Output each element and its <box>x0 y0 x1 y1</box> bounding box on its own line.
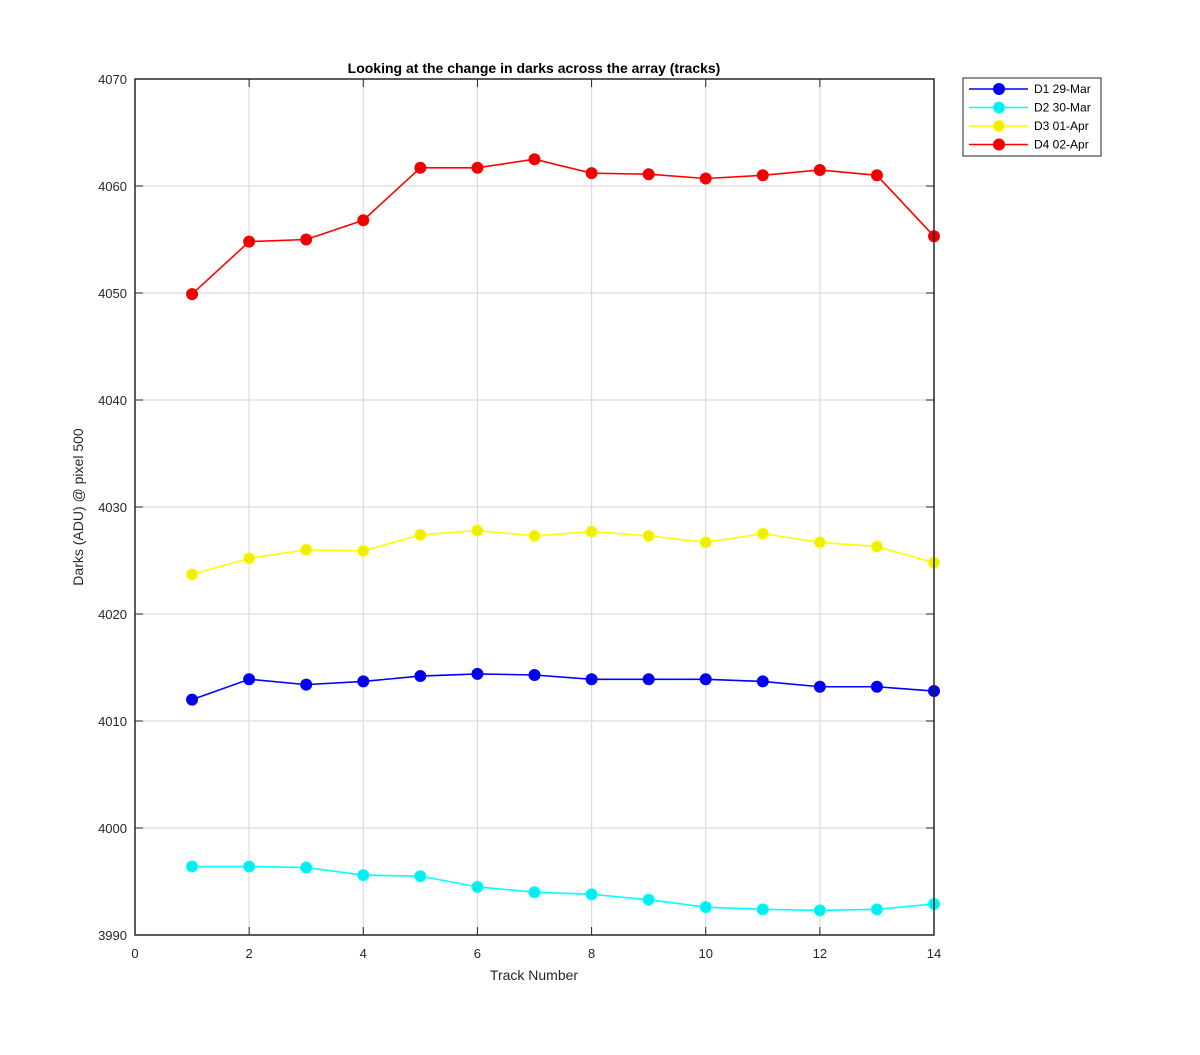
x-tick-label: 0 <box>131 946 138 961</box>
data-point <box>414 528 427 541</box>
data-point <box>528 529 541 542</box>
data-point <box>528 153 541 166</box>
data-point <box>870 169 883 182</box>
data-point <box>642 168 655 181</box>
data-point <box>528 668 541 681</box>
data-point <box>870 540 883 553</box>
y-axis-label: Darks (ADU) @ pixel 500 <box>70 428 86 586</box>
data-point <box>528 886 541 899</box>
data-point <box>357 675 370 688</box>
legend-marker-3 <box>993 120 1005 132</box>
data-point <box>300 543 313 556</box>
data-point <box>756 527 769 540</box>
data-point <box>756 169 769 182</box>
data-point <box>414 670 427 683</box>
y-tick-label: 3990 <box>98 928 127 943</box>
x-tick-label: 10 <box>698 946 712 961</box>
y-tick-label: 4000 <box>98 821 127 836</box>
chart-title: Looking at the change in darks across th… <box>348 60 721 76</box>
data-point <box>642 673 655 686</box>
data-point <box>813 680 826 693</box>
legend-marker-2 <box>993 101 1005 114</box>
y-tick-label: 4010 <box>98 714 127 729</box>
series-line-1 <box>191 673 935 701</box>
data-point <box>186 860 199 873</box>
data-point <box>243 235 256 248</box>
legend-box <box>962 77 1102 157</box>
data-point <box>243 552 256 565</box>
x-tick-label: 2 <box>246 946 253 961</box>
legend-label-1: D1 29-Mar <box>1034 82 1091 96</box>
data-point <box>585 888 598 901</box>
data-point <box>186 568 199 581</box>
data-point <box>585 673 598 686</box>
series-line-2 <box>192 865 935 912</box>
x-tick-label: 14 <box>927 946 941 961</box>
grid-lines <box>135 79 934 935</box>
data-point <box>642 529 655 542</box>
data-point <box>699 901 712 914</box>
data-point <box>870 680 883 693</box>
series-layer <box>186 153 940 917</box>
legend-label-2: D2 30-Mar <box>1034 101 1091 115</box>
x-tick-label: 8 <box>588 946 595 961</box>
legend: D1 29-Mar D2 30-Mar D3 01-Apr D4 02-Apr <box>962 77 1102 157</box>
data-point <box>699 673 712 686</box>
data-point <box>471 880 484 893</box>
data-point <box>642 893 655 906</box>
data-point <box>186 288 199 301</box>
legend-marker-4 <box>993 138 1005 151</box>
y-tick-label: 4070 <box>98 72 127 87</box>
data-point <box>471 161 484 174</box>
tick-marks: 0 2 4 6 8 10 12 14 3990 4000 4010 4020 4030 4040 4050 4… <box>98 72 941 961</box>
data-point <box>243 860 256 873</box>
data-point <box>357 869 370 882</box>
data-point <box>471 524 484 537</box>
data-point <box>585 525 598 538</box>
data-point <box>699 172 712 185</box>
x-tick-label: 12 <box>813 946 827 961</box>
data-point <box>243 673 256 686</box>
legend-label-3: D3 01-Apr <box>1034 119 1089 133</box>
data-point <box>357 214 370 227</box>
x-tick-label: 4 <box>360 946 367 961</box>
data-point <box>414 161 427 174</box>
data-point <box>813 904 826 917</box>
data-point <box>300 233 313 246</box>
data-point <box>756 903 769 916</box>
y-tick-label: 4050 <box>98 286 127 301</box>
y-tick-label: 4040 <box>98 393 127 408</box>
data-point <box>300 678 313 691</box>
data-point <box>186 693 199 706</box>
legend-label-4: D4 02-Apr <box>1034 138 1089 152</box>
data-point <box>699 536 712 549</box>
data-point <box>870 903 883 916</box>
y-tick-label: 4030 <box>98 500 127 515</box>
series-line-4 <box>191 158 935 295</box>
data-point <box>585 167 598 180</box>
y-tick-label: 4060 <box>98 179 127 194</box>
data-point <box>756 675 769 688</box>
data-point <box>813 536 826 549</box>
x-tick-label: 6 <box>474 946 481 961</box>
data-point <box>813 163 826 176</box>
y-tick-label: 4020 <box>98 607 127 622</box>
data-point <box>414 870 427 883</box>
data-point <box>471 667 484 680</box>
data-point <box>357 544 370 557</box>
x-axis-label: Track Number <box>490 967 579 983</box>
series-line-3 <box>191 529 935 576</box>
data-point <box>300 861 313 874</box>
legend-marker-1 <box>993 83 1005 95</box>
